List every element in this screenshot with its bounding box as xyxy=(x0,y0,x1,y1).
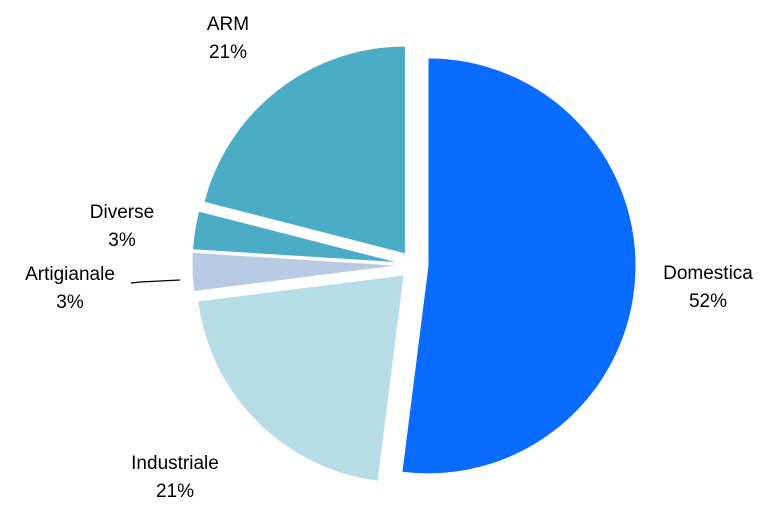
pie-slices xyxy=(192,46,636,481)
label-artigianale: Artigianale xyxy=(25,264,115,285)
label-domestica: Domestica xyxy=(663,263,753,284)
percent-industriale: 21% xyxy=(156,481,194,502)
label-arm: ARM xyxy=(207,14,249,35)
percent-arm: 21% xyxy=(209,42,247,63)
slice-industriale xyxy=(198,275,404,481)
label-diverse: Diverse xyxy=(90,202,154,223)
leader-line-artigianale xyxy=(131,280,180,283)
percent-artigianale: 3% xyxy=(56,292,84,313)
slice-domestica xyxy=(402,58,636,474)
percent-domestica: 52% xyxy=(689,291,727,312)
label-industriale: Industriale xyxy=(131,453,219,474)
percent-diverse: 3% xyxy=(108,230,136,251)
